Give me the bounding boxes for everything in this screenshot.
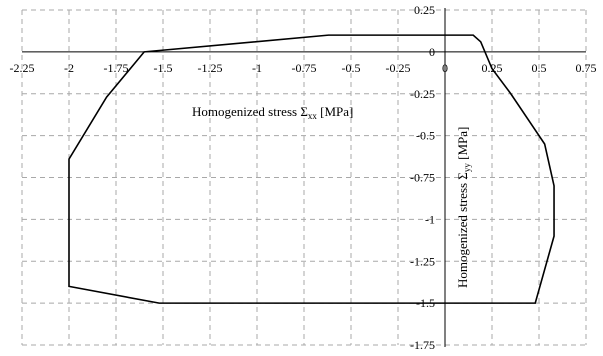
x-axis-title: Homogenized stress Σxx [MPa] [192, 104, 353, 121]
x-tick-label: -0.5 [342, 61, 361, 75]
x-tick-label: 0 [442, 61, 448, 75]
x-axis-title-prefix: Homogenized stress [192, 104, 300, 119]
x-tick-labels: -2.25 -2 -1.75 -1.5 -1.25 -1 -0.75 -0.5 -0.25 0 0.… [10, 61, 597, 75]
y-tick-label: -1 [425, 212, 435, 226]
y-tick-label: -0.5 [416, 129, 435, 143]
x-tick-label: 0.5 [532, 61, 547, 75]
y-tick-label: -1.75 [410, 338, 435, 352]
x-tick-label: -1.75 [104, 61, 129, 75]
y-tick-label: -0.25 [410, 87, 435, 101]
envelope-series-line [68, 34, 555, 304]
x-tick-label: -1.5 [154, 61, 173, 75]
y-tick-label: 0.25 [414, 3, 435, 17]
y-axis-title-prefix: Homogenized stress [455, 180, 470, 288]
x-tick-label: 0.75 [576, 61, 597, 75]
y-tick-label: -1.25 [410, 254, 435, 268]
x-axis-title-unit: [MPa] [317, 104, 353, 119]
x-tick-label: -1 [252, 61, 262, 75]
y-axis-title-symbol: Σ [455, 172, 470, 180]
x-tick-label: -2.25 [10, 61, 35, 75]
y-tick-label: -1.5 [416, 296, 435, 310]
x-tick-label: -2 [64, 61, 74, 75]
y-axis-title-unit: [MPa] [455, 127, 470, 163]
x-tick-label: -0.25 [386, 61, 411, 75]
grid [21, 9, 587, 346]
x-tick-label: -0.75 [292, 61, 317, 75]
x-tick-label: -1.25 [198, 61, 223, 75]
y-tick-labels: 0.25 0 -0.25 -0.5 -0.75 -1 -1.25 -1.5 -1.75 [410, 3, 435, 352]
x-axis-title-symbol: Σ [300, 104, 308, 119]
y-axis-title-subscript: yy [462, 163, 472, 173]
series-layer [68, 34, 555, 304]
y-axis-title: Homogenized stress Σyy [MPa] [455, 127, 472, 288]
y-tick-label: 0 [429, 45, 435, 59]
x-axis-title-subscript: xx [308, 111, 318, 121]
y-tick-label: -0.75 [410, 171, 435, 185]
x-tick-label: 0.25 [482, 61, 503, 75]
axes [22, 8, 586, 347]
